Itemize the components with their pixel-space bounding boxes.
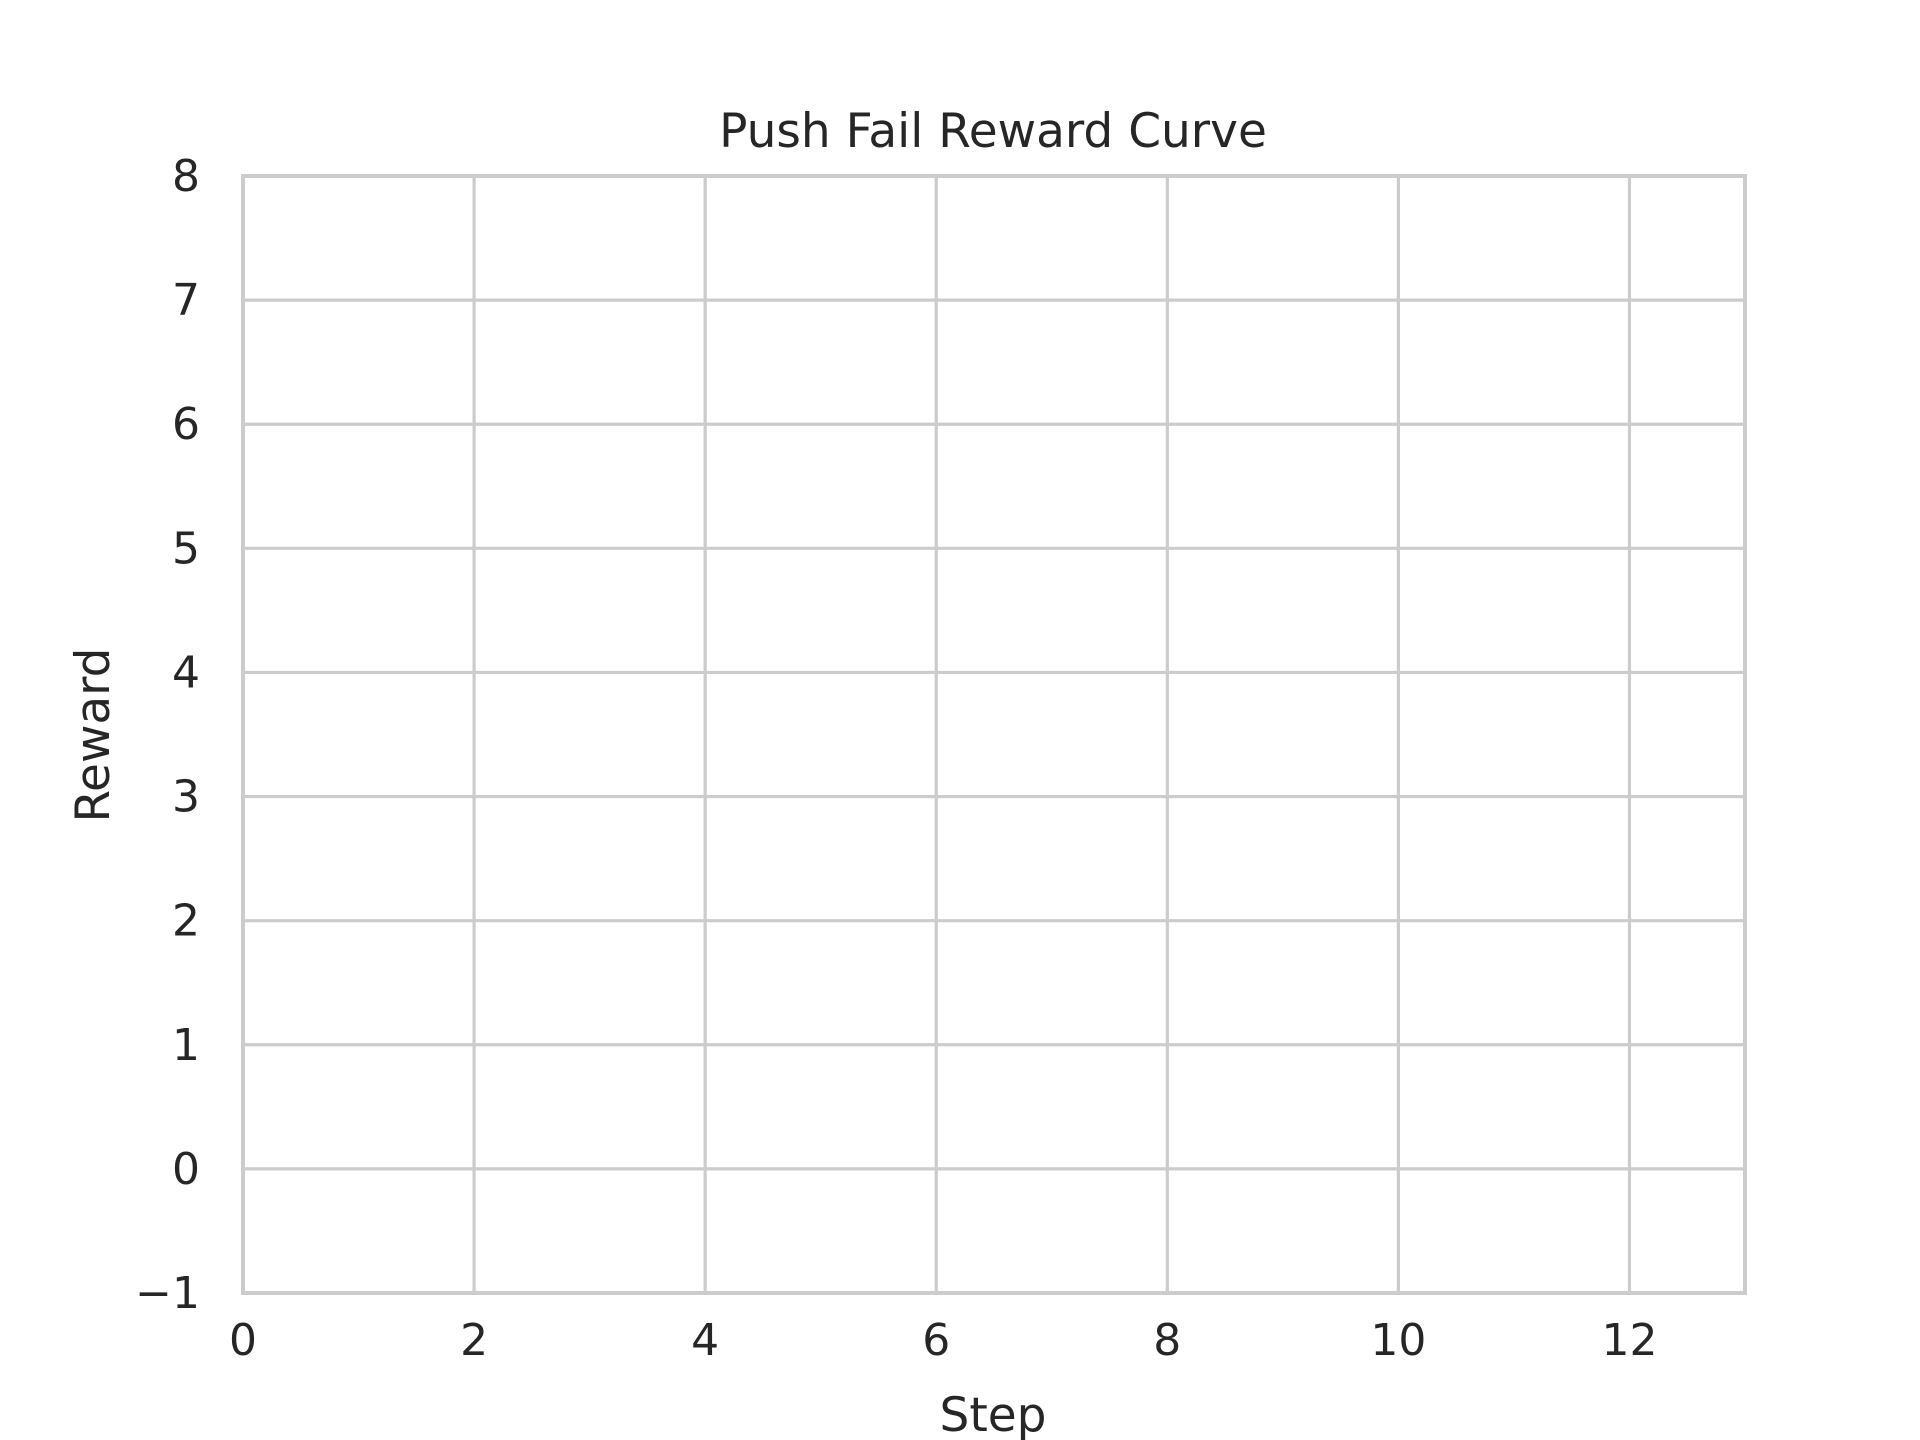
y-tick-label: 8 (172, 151, 200, 202)
x-tick-label: 12 (1601, 1315, 1657, 1366)
y-axis-label: Reward (66, 647, 121, 822)
x-tick-label: 8 (1153, 1315, 1181, 1366)
x-tick-label: 2 (460, 1315, 488, 1366)
x-tick-labels: 0 2 4 6 8 10 12 (229, 1315, 1657, 1366)
y-tick-label: 6 (172, 399, 200, 450)
y-tick-labels: −1 0 1 2 3 4 5 6 7 8 (135, 151, 200, 1319)
y-tick-label: 0 (172, 1144, 200, 1195)
plot-border (241, 174, 1747, 1295)
y-tick-label: 2 (172, 896, 200, 947)
y-tick-label: 1 (172, 1020, 200, 1071)
x-tick-label: 0 (229, 1315, 257, 1366)
x-tick-label: 10 (1370, 1315, 1426, 1366)
y-tick-label: −1 (135, 1268, 200, 1319)
x-axis-label: Step (939, 1388, 1046, 1440)
plot-area (241, 174, 1747, 1295)
x-tick-label: 4 (691, 1315, 719, 1366)
chart-title: Push Fail Reward Curve (719, 104, 1267, 159)
y-tick-label: 5 (172, 523, 200, 574)
x-tick-label: 6 (922, 1315, 950, 1366)
y-tick-label: 3 (172, 772, 200, 823)
y-tick-label: 7 (172, 275, 200, 326)
y-tick-label: 4 (172, 647, 200, 698)
